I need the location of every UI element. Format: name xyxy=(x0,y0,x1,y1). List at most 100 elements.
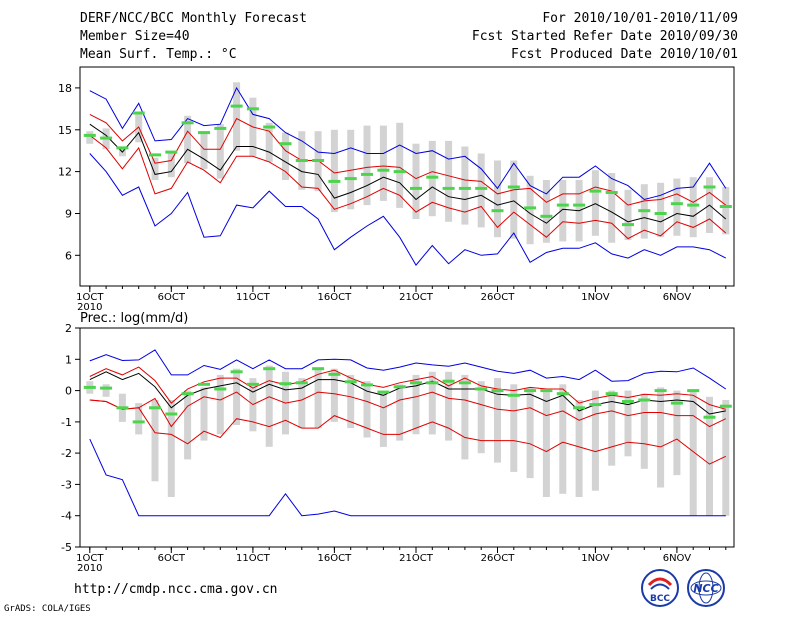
panel1-member-box xyxy=(608,173,616,243)
panel2-member-box xyxy=(510,384,518,472)
panel2-min-line xyxy=(89,438,726,517)
panel1-member-box xyxy=(151,157,159,180)
panel2-member-box xyxy=(412,374,420,435)
panel2-y-tick-label: 1 xyxy=(65,353,72,366)
panel2-x-tick-label: 16OCT xyxy=(318,553,353,564)
panel1-y-tick-label: 12 xyxy=(58,166,72,179)
panel2-y-tick-label: -3 xyxy=(61,478,72,491)
panel1-member-box xyxy=(591,170,599,236)
panel2-member-box xyxy=(102,384,110,397)
panel2-member-box xyxy=(673,390,681,476)
panel1-x-tick-label: 16OCT xyxy=(318,292,353,303)
panel2-x-tick-label: 6NOV xyxy=(663,553,692,564)
panel2-member-box xyxy=(347,374,355,429)
panel1-member-box xyxy=(445,140,453,222)
panel1-x-tick-label: 11OCT xyxy=(236,292,271,303)
panel1-member-box xyxy=(657,182,665,238)
panel2-member-box xyxy=(135,403,143,435)
panel2-lower-line xyxy=(89,391,727,428)
forecast-period: For 2010/10/01-2010/11/09 xyxy=(542,11,738,26)
bcc-logo-text: BCC xyxy=(650,594,670,604)
panel2-member-box xyxy=(330,368,338,422)
panel2-y-tick-label: 0 xyxy=(65,385,72,398)
panel1-member-box xyxy=(379,125,387,201)
panel2-member-box xyxy=(624,390,632,457)
panel1-variable: Mean Surf. Temp.: °C xyxy=(80,47,237,62)
panel1-x-tick-label: 1OCT xyxy=(76,292,104,303)
panel2-frame xyxy=(79,327,735,548)
panel1-upper-line xyxy=(89,113,727,206)
panel2-y-tick-label: -1 xyxy=(61,416,72,429)
panel2-member-box xyxy=(200,387,208,441)
panel2-upper-line xyxy=(89,366,726,410)
panel2-member-box xyxy=(722,400,730,516)
source-url[interactable]: http://cmdp.ncc.cma.gov.cn xyxy=(74,582,278,597)
ncc-logo-text: NCC xyxy=(693,582,718,595)
panel2-member-box xyxy=(526,387,534,479)
panel2-member-box xyxy=(559,384,567,494)
panel1-y-tick-label: 9 xyxy=(65,208,72,221)
panel1-y-tick-label: 6 xyxy=(65,249,72,262)
member-size: Member Size=40 xyxy=(80,29,190,44)
panel1-max-line xyxy=(89,86,727,201)
panel2-y-tick-label: -2 xyxy=(61,447,72,460)
panel2-lowest-line xyxy=(89,399,727,465)
panel2-member-box xyxy=(265,365,273,447)
panel2-x-tick-label: 1NOV xyxy=(581,553,610,564)
panel2-variable: Prec.: log(mm/d) xyxy=(80,311,188,326)
panel2-member-box xyxy=(706,396,713,516)
panel1-member-box xyxy=(216,124,224,179)
panel1-member-box xyxy=(510,160,518,239)
panel1-member-box xyxy=(624,189,632,240)
panel2-y-tick-label: -5 xyxy=(61,541,72,554)
panel1-member-box xyxy=(526,175,534,245)
panel1-member-box xyxy=(494,160,501,238)
panel2-member-box xyxy=(298,378,306,429)
panel1-member-box xyxy=(673,178,681,236)
panel2-member-box xyxy=(314,368,322,429)
panel1-mean-line xyxy=(89,123,727,224)
panel1-lower-line xyxy=(89,135,727,240)
panel1-member-box xyxy=(477,153,485,228)
panel1-member-box xyxy=(396,122,404,208)
panel2-x-tick-label: 11OCT xyxy=(236,553,271,564)
panel1-x-tick-label: 6OCT xyxy=(158,292,186,303)
panel1-frame xyxy=(79,66,735,287)
panel2-x-tick-label: 1OCT xyxy=(76,553,104,564)
panel2-member-box xyxy=(363,381,371,438)
panel1-member-box xyxy=(722,187,730,235)
panel1-member-box xyxy=(542,180,550,243)
panel2-member-box xyxy=(167,400,175,497)
panel2-member-box xyxy=(608,390,616,466)
panel2-x-tick-label: 26OCT xyxy=(481,553,516,564)
panel2-member-box xyxy=(428,371,436,435)
panel2-member-box xyxy=(445,371,453,441)
panel1-x-year-label: 2010 xyxy=(77,302,102,313)
panel2-member-box xyxy=(542,390,550,497)
panel2-x-tick-label: 21OCT xyxy=(399,553,434,564)
panel1-x-tick-label: 1NOV xyxy=(581,292,610,303)
panel1-member-box xyxy=(233,82,241,151)
panel2-member-box xyxy=(184,390,192,460)
panel2-member-box xyxy=(477,381,485,454)
panel1-member-box xyxy=(347,129,355,210)
panel2-y-tick-label: 2 xyxy=(65,322,72,335)
panel1-y-tick-label: 18 xyxy=(58,82,72,95)
panel1-member-box xyxy=(282,132,289,180)
panel1-member-box xyxy=(559,180,567,242)
panel2-member-box xyxy=(575,400,583,497)
panel2-member-box xyxy=(216,374,224,435)
panel2-member-box xyxy=(233,368,241,425)
panel1-x-tick-label: 26OCT xyxy=(481,292,516,303)
panel2-mean-line xyxy=(89,371,726,415)
panel2-plot xyxy=(83,349,732,517)
panel1-member-box xyxy=(412,143,420,219)
panel2-x-year-label: 2010 xyxy=(77,563,102,574)
panel2-y-tick-label: -4 xyxy=(61,510,72,523)
panel2-member-box xyxy=(640,393,648,469)
panel1-member-box xyxy=(167,150,175,178)
panel2-max-line xyxy=(89,349,727,390)
panel2-member-box xyxy=(396,384,404,441)
panel1-member-box xyxy=(200,131,208,169)
